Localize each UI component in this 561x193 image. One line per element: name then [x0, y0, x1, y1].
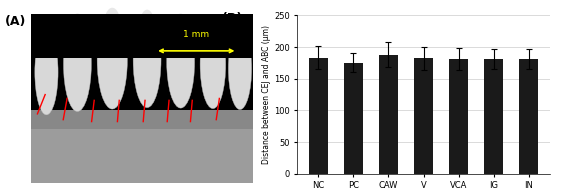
Polygon shape [31, 110, 253, 183]
Ellipse shape [70, 14, 85, 47]
Ellipse shape [167, 16, 195, 108]
Ellipse shape [63, 16, 91, 111]
Bar [309, 58, 328, 174]
Ellipse shape [173, 14, 188, 46]
Ellipse shape [104, 8, 121, 42]
Ellipse shape [233, 25, 246, 54]
Bar [414, 58, 433, 174]
FancyBboxPatch shape [31, 14, 253, 58]
Ellipse shape [35, 30, 58, 115]
Ellipse shape [97, 11, 127, 109]
Text: (A): (A) [5, 15, 26, 28]
Polygon shape [31, 129, 253, 183]
Text: 1 mm: 1 mm [183, 30, 209, 39]
Bar [379, 55, 398, 174]
Bar [519, 59, 539, 174]
Ellipse shape [206, 17, 220, 49]
Bar [344, 63, 363, 174]
Ellipse shape [133, 12, 161, 108]
Bar [484, 59, 503, 174]
FancyBboxPatch shape [31, 14, 253, 183]
Ellipse shape [228, 27, 251, 110]
Text: (B): (B) [222, 12, 243, 25]
Ellipse shape [40, 27, 53, 57]
Y-axis label: Distance between CEJ and ABC (μm): Distance between CEJ and ABC (μm) [262, 25, 271, 164]
Ellipse shape [200, 20, 226, 108]
Bar [449, 59, 468, 174]
Ellipse shape [139, 10, 155, 43]
